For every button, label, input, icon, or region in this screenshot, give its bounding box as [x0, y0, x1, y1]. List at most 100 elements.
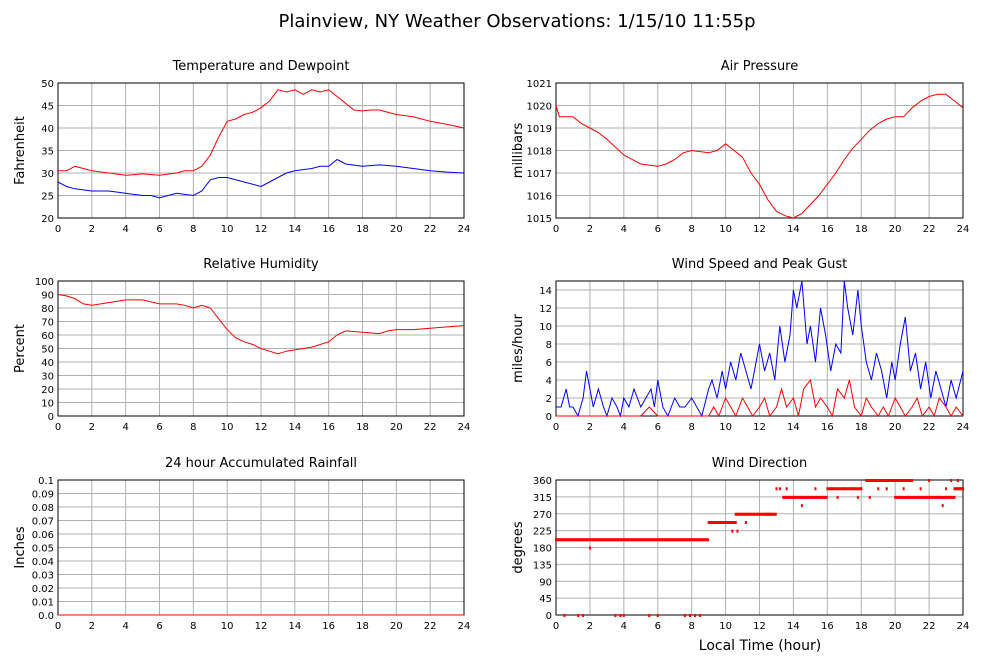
x-tick-label: 20 — [390, 422, 403, 433]
y-tick-label: 45 — [539, 594, 552, 605]
x-tick-label: 8 — [688, 621, 694, 632]
direction-point — [667, 538, 670, 542]
direction-point — [597, 538, 600, 542]
direction-point — [877, 487, 880, 491]
direction-point — [945, 487, 948, 491]
x-tick-label: 18 — [855, 224, 868, 235]
direction-point — [622, 614, 625, 617]
y-tick-label: 0.0 — [38, 611, 54, 622]
x-axis-common-label: Local Time (hour) — [699, 638, 821, 654]
direction-point — [580, 538, 583, 542]
direction-point — [907, 479, 910, 482]
y-tick-label: 0.05 — [32, 544, 54, 555]
x-tick-label: 20 — [390, 621, 403, 632]
direction-point — [860, 487, 863, 491]
direction-point — [810, 495, 813, 499]
direction-point — [836, 487, 839, 491]
direction-point — [826, 487, 829, 491]
direction-point — [793, 495, 796, 499]
direction-point — [833, 487, 836, 491]
direction-point — [741, 512, 744, 516]
direction-point — [818, 495, 821, 499]
direction-point — [892, 479, 895, 482]
y-tick-label: 60 — [41, 331, 54, 342]
direction-point — [962, 487, 964, 491]
direction-point — [960, 487, 963, 491]
direction-point — [750, 512, 753, 516]
direction-point — [765, 512, 768, 516]
x-tick-label: 12 — [255, 422, 268, 433]
direction-point — [571, 538, 574, 542]
x-tick-label: 16 — [821, 621, 834, 632]
direction-point — [934, 495, 937, 499]
x-tick-label: 4 — [122, 224, 128, 235]
direction-point — [876, 479, 879, 482]
direction-point — [678, 538, 681, 542]
x-tick-label: 10 — [719, 422, 732, 433]
direction-point — [899, 495, 902, 499]
plot-frame — [57, 280, 465, 417]
direction-point — [825, 495, 828, 499]
chart-title: Relative Humidity — [203, 257, 319, 272]
direction-point — [734, 512, 737, 516]
direction-point — [710, 521, 713, 524]
x-tick-label: 8 — [190, 621, 196, 632]
direction-point — [714, 521, 717, 524]
direction-point — [721, 521, 724, 524]
direction-point — [785, 487, 788, 491]
direction-point — [610, 538, 613, 542]
direction-point — [911, 479, 914, 482]
direction-point — [563, 614, 566, 617]
direction-point — [803, 495, 806, 499]
direction-point — [834, 487, 837, 491]
direction-point — [895, 495, 898, 499]
direction-point — [725, 521, 728, 524]
x-tick-label: 24 — [957, 422, 970, 433]
direction-point — [783, 495, 786, 499]
x-tick-label: 22 — [424, 422, 437, 433]
x-tick-label: 16 — [322, 422, 335, 433]
x-tick-label: 18 — [356, 224, 369, 235]
direction-point — [575, 538, 578, 542]
direction-point — [643, 538, 646, 542]
y-tick-label: 0.01 — [32, 598, 54, 609]
series-line — [555, 93, 964, 219]
direction-point — [655, 538, 658, 542]
direction-point — [603, 538, 606, 542]
x-tick-label: 14 — [288, 621, 301, 632]
y-tick-label: 100 — [35, 277, 54, 288]
direction-point — [572, 538, 575, 542]
y-tick-label: 0.08 — [32, 503, 54, 514]
direction-point — [664, 538, 667, 542]
direction-point — [560, 538, 563, 542]
y-tick-label: 135 — [533, 560, 552, 571]
x-tick-label: 14 — [787, 224, 800, 235]
y-tick-label: 14 — [539, 286, 552, 297]
direction-point — [598, 538, 601, 542]
direction-point — [866, 479, 869, 482]
direction-point — [906, 495, 909, 499]
direction-point — [956, 487, 959, 491]
direction-point — [569, 538, 572, 542]
y-tick-label: 0 — [546, 611, 552, 622]
chart-title: Wind Speed and Peak Gust — [672, 257, 847, 272]
direction-point — [605, 538, 608, 542]
y-tick-label: 1020 — [527, 102, 552, 113]
direction-point — [620, 538, 623, 542]
direction-point — [662, 538, 665, 542]
x-tick-label: 4 — [621, 224, 627, 235]
direction-point — [708, 521, 711, 524]
y-tick-label: 70 — [41, 318, 54, 329]
direction-point — [624, 538, 627, 542]
x-tick-label: 10 — [719, 621, 732, 632]
direction-point — [636, 538, 639, 542]
x-tick-label: 24 — [458, 224, 471, 235]
direction-point — [632, 538, 635, 542]
y-tick-label: 0.02 — [32, 584, 54, 595]
direction-point — [723, 521, 726, 524]
direction-point — [922, 495, 925, 499]
direction-point — [599, 538, 602, 542]
x-tick-label: 6 — [156, 621, 162, 632]
direction-point — [729, 521, 732, 524]
